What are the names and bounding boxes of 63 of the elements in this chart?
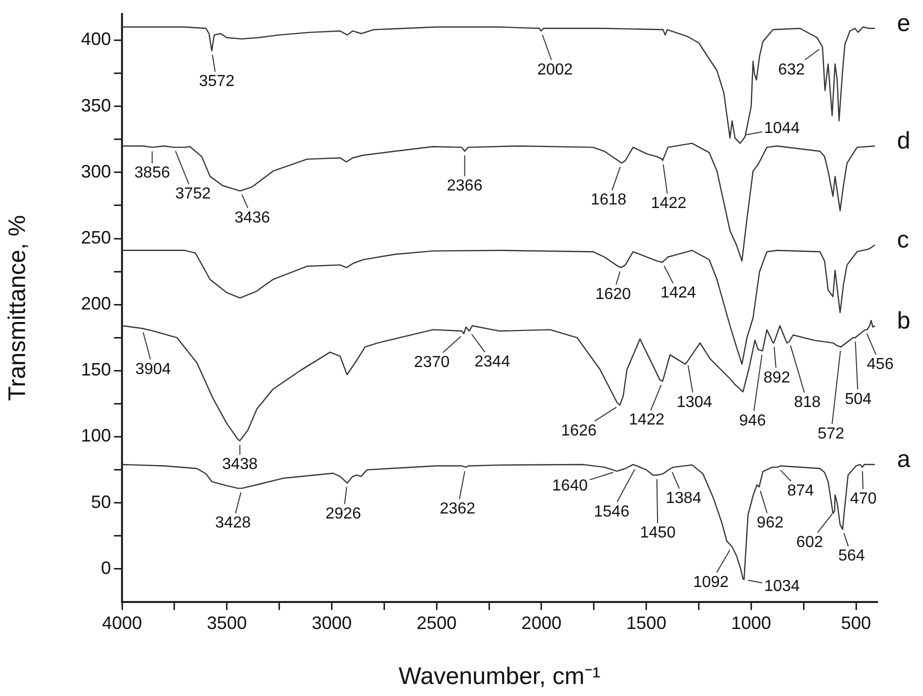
annotation: 2366 [446,178,483,195]
annotation: 962 [756,514,784,532]
y-tick-label: 300 [80,161,111,182]
annotation: 1546 [594,503,630,520]
annotation: 1618 [590,192,626,209]
series-label: c [897,226,909,254]
annotation: 1626 [561,422,597,440]
annotation: 3428 [215,514,251,532]
annotation: 602 [796,534,824,552]
annotation: 456 [866,356,894,374]
annotation: 892 [763,369,790,386]
annotation: 3436 [234,209,270,226]
y-tick-label: 100 [80,426,111,446]
y-axis-title: Transmittance, % [4,214,32,401]
annotation: 1422 [628,412,665,429]
y-tick-label: 0 [100,558,111,578]
annotation: 1424 [660,284,696,302]
annotation: 504 [844,391,872,408]
annotation: 3856 [134,164,170,182]
annotation: 572 [818,425,844,442]
annotation: 1384 [666,490,702,507]
annotation: 3752 [175,186,211,203]
annotation: 1034 [764,578,800,595]
annotation: 1092 [693,574,729,591]
x-tick-label: 3500 [206,612,247,633]
x-tick-label: 1000 [731,612,772,633]
annotation: 3572 [198,73,235,90]
annotation: 1422 [650,194,687,212]
annotation: 1304 [676,394,712,411]
series-label: e [897,10,910,37]
y-tick-label: 150 [80,360,111,380]
annotation: 1620 [595,286,632,303]
annotation: 470 [850,490,877,508]
annotation: 2002 [537,61,573,78]
annotation: 818 [794,394,821,412]
annotation: 1640 [552,478,588,495]
annotation: 2926 [325,505,362,522]
annotation: 564 [838,548,866,565]
annotation: 1450 [640,524,676,542]
annotation: 1044 [764,120,800,137]
y-tick-label: 350 [80,95,111,116]
annotation: 3904 [135,360,172,378]
x-tick-label: 2500 [416,612,457,633]
series-label: d [897,128,910,155]
x-tick-label: 1500 [626,612,666,633]
annotation: 3438 [222,456,258,474]
series-label: a [897,446,911,474]
y-tick-label: 250 [80,227,111,248]
x-tick-label: 2000 [521,612,562,633]
y-tick-label: 50 [90,492,111,512]
annotation: 946 [739,412,766,430]
annotation: 2362 [440,500,476,518]
x-tick-label: 4000 [102,612,142,633]
x-tick-label: 500 [841,612,872,633]
annotation: 2344 [474,353,510,370]
x-axis-title: Wavenumber, cm⁻¹ [398,663,600,690]
y-tick-label: 200 [80,294,111,314]
series-label: b [897,307,910,334]
annotation: 2370 [414,354,450,372]
x-tick-label: 3000 [312,612,352,633]
annotation: 632 [778,61,805,78]
y-tick-label: 400 [80,29,111,50]
annotation: 874 [787,482,814,500]
